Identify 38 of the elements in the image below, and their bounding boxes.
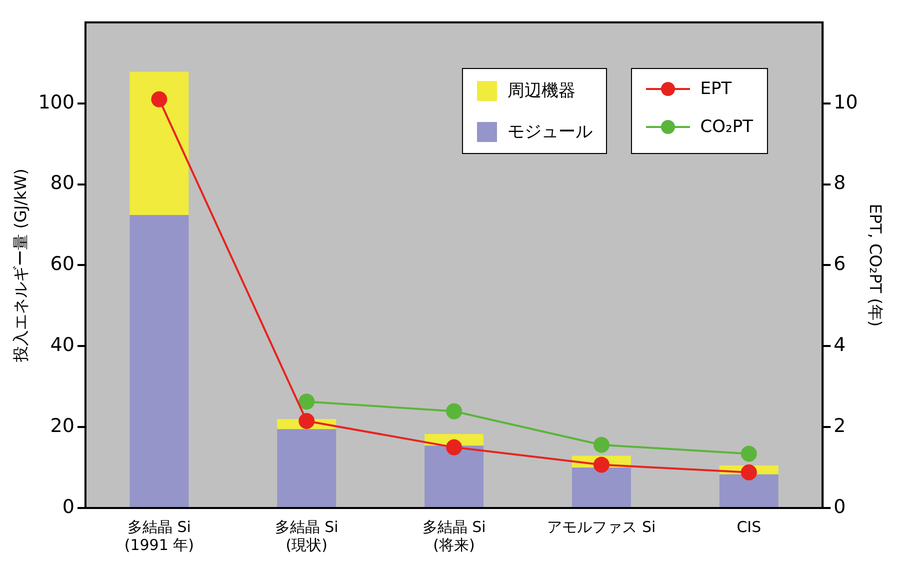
x-tick-label: 多結晶 Si (現状) — [274, 518, 338, 554]
legend-label: 周辺機器 — [507, 80, 576, 102]
x-tick-label: 多結晶 Si (1991 年) — [124, 518, 194, 554]
point — [593, 456, 610, 473]
y-axis-title: 投入エネルギー量 (GJ/kW) — [10, 168, 30, 363]
bar — [719, 474, 778, 507]
point — [298, 394, 315, 410]
y2-tick-label: 2 — [834, 415, 846, 438]
y2-tick-label: 4 — [834, 334, 846, 356]
point — [740, 446, 757, 462]
y-tick-label: 40 — [50, 334, 74, 356]
y-tick-label: 80 — [50, 172, 74, 194]
legend-label: モジュール — [507, 121, 592, 143]
x-tick-label: CIS — [736, 518, 762, 536]
y-tick-label: 20 — [50, 415, 74, 438]
point — [298, 412, 315, 429]
point — [446, 403, 462, 420]
bar — [424, 446, 484, 507]
x-tick-label: 多結晶 Si (将来) — [422, 518, 486, 554]
y2-tick-label: 10 — [834, 91, 858, 114]
point — [593, 436, 610, 453]
x-tick-label: アモルファス Si — [547, 518, 656, 536]
y-tick-label: 0 — [62, 496, 74, 518]
bar — [277, 429, 336, 507]
point — [446, 439, 462, 456]
bar — [130, 72, 189, 216]
y2-tick-label: 0 — [834, 496, 846, 518]
y2-axis-title: EPT, CO₂PT (年) — [866, 204, 886, 327]
y-tick-label: 60 — [50, 253, 74, 276]
legend-label: EPT — [700, 79, 732, 99]
point — [151, 91, 168, 108]
bar — [572, 468, 631, 507]
bar — [130, 215, 189, 507]
y2-tick-label: 6 — [834, 253, 846, 276]
y-tick-label: 100 — [38, 91, 74, 114]
legend-label: CO₂PT — [700, 117, 753, 137]
y2-tick-label: 8 — [834, 172, 846, 194]
point — [740, 464, 757, 480]
